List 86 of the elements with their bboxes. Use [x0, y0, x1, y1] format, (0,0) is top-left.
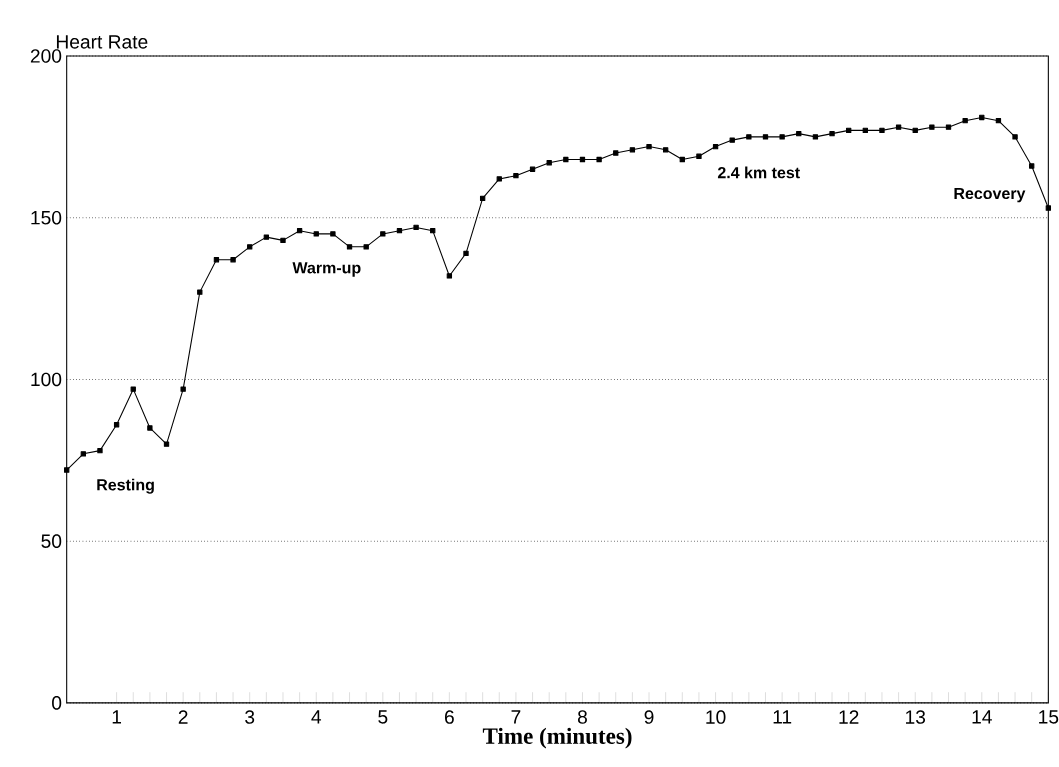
point — [430, 228, 436, 234]
x-tick-label: 10 — [706, 710, 726, 724]
point — [263, 234, 270, 240]
x-tick-label: 15 — [1039, 710, 1059, 724]
x-tick-label: 2 — [178, 710, 188, 724]
point — [712, 143, 719, 150]
point — [296, 228, 303, 234]
point — [396, 228, 403, 234]
x-tick-label: 5 — [378, 710, 388, 724]
point — [180, 386, 186, 392]
y-axis-title: Heart Rate — [56, 35, 148, 49]
point — [812, 134, 819, 140]
x-tick-label: 14 — [972, 710, 992, 724]
point — [613, 150, 619, 156]
point — [147, 425, 153, 431]
point — [796, 131, 802, 137]
point — [64, 467, 70, 473]
point — [330, 231, 336, 237]
x-tick-label: 3 — [245, 710, 255, 724]
point — [579, 156, 586, 163]
x-axis-title: Time (minutes) — [482, 727, 632, 749]
point — [846, 127, 852, 134]
point — [163, 441, 170, 447]
x-tick-label: 1 — [112, 710, 122, 724]
y-tick-label: 150 — [31, 210, 62, 225]
x-tick-label: 7 — [511, 710, 521, 724]
point — [962, 118, 968, 124]
point — [945, 124, 952, 130]
point — [979, 114, 985, 121]
point — [496, 176, 502, 182]
point — [879, 127, 885, 134]
point — [895, 124, 902, 130]
point — [446, 273, 453, 279]
point — [596, 156, 602, 163]
point — [346, 244, 353, 250]
point — [363, 244, 369, 250]
point — [130, 386, 136, 392]
point — [1045, 205, 1052, 211]
x-tick-label: 8 — [577, 710, 587, 724]
point — [829, 131, 835, 137]
y-tick-label: 0 — [52, 696, 62, 710]
point — [247, 244, 253, 250]
x-tick-label: 11 — [773, 710, 792, 724]
x-tick-label: 6 — [445, 710, 454, 724]
point — [80, 451, 86, 457]
point — [1012, 134, 1018, 140]
point — [546, 160, 552, 166]
point — [746, 134, 752, 140]
point — [479, 195, 486, 202]
point — [729, 137, 735, 143]
x-tick-label: 4 — [311, 710, 322, 724]
point — [463, 250, 469, 257]
point — [912, 127, 918, 134]
point — [995, 118, 1002, 124]
point — [862, 127, 868, 134]
point — [513, 173, 519, 179]
point — [213, 257, 220, 263]
annotation: Resting — [97, 478, 154, 494]
point — [413, 224, 419, 231]
point — [929, 124, 935, 130]
annotation: Recovery — [954, 187, 1026, 203]
point — [646, 143, 652, 150]
point — [380, 231, 386, 237]
point — [563, 156, 569, 163]
annotation: Warm-up — [292, 262, 361, 277]
point — [662, 147, 669, 153]
point — [779, 134, 785, 140]
x-tick-label: 12 — [839, 710, 859, 724]
point — [529, 166, 536, 172]
point — [762, 134, 769, 140]
point — [230, 257, 236, 263]
point — [313, 231, 319, 237]
point — [679, 156, 685, 163]
y-tick-label: 50 — [41, 534, 62, 549]
point — [280, 237, 286, 244]
y-tick-label: 200 — [30, 49, 62, 63]
x-tick-label: 13 — [906, 710, 926, 724]
point — [113, 422, 120, 428]
annotation: 2.4 km test — [717, 166, 800, 179]
point — [1029, 163, 1035, 169]
point — [97, 447, 103, 454]
point — [696, 153, 702, 159]
point — [197, 289, 203, 295]
point — [629, 147, 636, 153]
y-tick-label: 100 — [31, 372, 62, 387]
x-tick-label: 9 — [644, 710, 654, 724]
